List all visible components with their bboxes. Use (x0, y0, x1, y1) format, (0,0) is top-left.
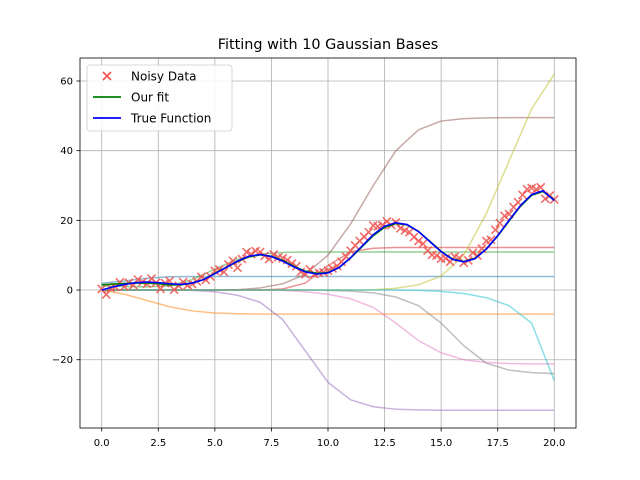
legend-label: Noisy Data (131, 70, 196, 84)
x-tick-label: 2.5 (150, 438, 166, 449)
x-tick-label: 20.0 (543, 438, 565, 449)
noisy-data-point (490, 225, 501, 235)
noisy-data-point (432, 250, 442, 261)
y-tick-label: −20 (52, 355, 73, 366)
noisy-data-point (228, 256, 238, 266)
y-tick-label: 20 (60, 216, 73, 227)
legend-label: Our fit (131, 91, 169, 105)
x-tick-label: 17.5 (487, 438, 509, 449)
x-axis-ticks: 0.0 2.5 5.0 7.5 10.0 12.5 15.0 17.5 20.0 (94, 428, 565, 449)
noisy-data-point (241, 247, 252, 257)
x-tick-label: 10.0 (317, 438, 339, 449)
y-tick-label: 0 (67, 286, 73, 297)
x-tick-label: 7.5 (263, 438, 279, 449)
true-function-line (101, 189, 555, 291)
legend-marker (102, 71, 112, 81)
legend: Noisy Data Our fit True Function (86, 64, 233, 132)
x-tick-label: 5.0 (207, 438, 223, 449)
noisy-data-point (232, 263, 243, 273)
noisy-data-point (395, 223, 405, 233)
noisy-data-point (536, 182, 546, 192)
y-tick-label: 60 (60, 76, 73, 87)
chart-title: Fitting with 10 Gaussian Bases (218, 37, 438, 53)
x-tick-label: 12.5 (373, 438, 395, 449)
basis-2-line (101, 289, 555, 315)
noisy-data-point (418, 239, 428, 249)
y-tick-label: 40 (60, 146, 73, 157)
main-lines (101, 189, 555, 291)
noisy-data-point (364, 227, 374, 237)
legend-box (86, 64, 233, 132)
noisy-data-point (540, 194, 550, 204)
noisy-data-point (486, 235, 496, 245)
x-tick-label: 0.0 (94, 438, 110, 449)
y-axis-ticks: −20 0 20 40 60 (52, 76, 80, 366)
legend-label: True Function (130, 112, 211, 126)
noisy-data-point (155, 284, 166, 294)
noisy-data-point (413, 236, 424, 246)
x-tick-label: 15.0 (430, 438, 452, 449)
noisy-data-point (468, 248, 478, 258)
basis-1-line (101, 275, 555, 284)
noisy-data-point (495, 218, 505, 228)
basis-10-line (101, 289, 555, 381)
noisy-data-point (101, 289, 111, 300)
